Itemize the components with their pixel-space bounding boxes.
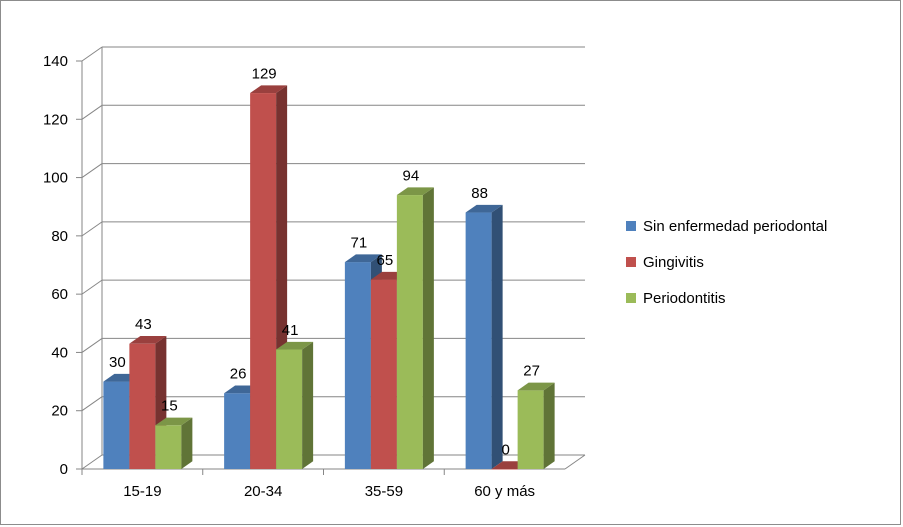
bar-front	[224, 393, 251, 469]
bar-front	[344, 262, 371, 469]
y-tick-label: 20	[51, 403, 68, 420]
data-label: 65	[377, 252, 394, 269]
legend-swatch	[626, 257, 636, 267]
bar-top	[250, 85, 288, 94]
bar-front	[396, 195, 423, 470]
bar	[155, 417, 193, 469]
bar-front	[103, 381, 130, 469]
gridline-depth	[81, 338, 103, 353]
floor-edge	[564, 454, 586, 470]
x-tick-label: 15-19	[123, 483, 161, 500]
data-label: 43	[135, 316, 152, 333]
bar-top	[396, 187, 434, 196]
bar-top	[129, 335, 167, 344]
bar-side	[302, 341, 314, 469]
x-tick-label: 60 y más	[474, 483, 535, 500]
gridline-depth	[81, 221, 103, 237]
legend-label: Sin enfermedad periodontal	[643, 218, 827, 235]
bar-front	[129, 343, 156, 469]
bar-top	[344, 254, 382, 263]
bar-side	[422, 187, 434, 469]
bar-top	[465, 204, 503, 213]
bar	[276, 341, 314, 469]
bar-top	[155, 417, 193, 426]
gridline-depth	[81, 163, 103, 178]
data-label: 94	[403, 167, 420, 184]
gridline-depth	[81, 279, 103, 295]
data-label: 71	[351, 234, 368, 251]
bar-front	[155, 425, 182, 469]
data-label: 26	[230, 366, 247, 383]
gridline-depth	[81, 396, 103, 412]
bar	[396, 187, 434, 470]
bar-side	[543, 382, 555, 469]
y-tick-label: 100	[43, 170, 68, 187]
bar-side	[491, 204, 503, 470]
bar	[465, 204, 503, 470]
data-label: 30	[109, 354, 126, 371]
bar-top	[276, 341, 314, 350]
x-tick-label: 35-59	[365, 483, 403, 500]
legend-label: Periodontitis	[643, 290, 726, 307]
y-tick-label: 40	[51, 344, 68, 361]
bar-front	[491, 469, 518, 470]
data-label: 41	[282, 322, 299, 339]
y-tick-label: 120	[43, 111, 68, 128]
data-label: 27	[523, 363, 540, 380]
bar	[250, 85, 288, 470]
bar-front	[370, 279, 397, 469]
legend: Sin enfermedad periodontal Gingivitis Peri…	[626, 218, 827, 307]
legend-label: Gingivitis	[643, 254, 704, 271]
bar-front	[250, 93, 277, 470]
y-tick-label: 0	[60, 461, 68, 478]
bar-front	[517, 390, 544, 469]
bar-front	[465, 212, 492, 470]
y-tick-label: 140	[43, 53, 68, 70]
y-tick-label: 80	[51, 228, 68, 245]
legend-swatch	[626, 293, 636, 303]
axes: 0 20 40 60 80 100 120 140 15-19 20-34 35-59 60 y má…	[43, 47, 586, 500]
data-label: 129	[252, 65, 277, 82]
bar-top	[517, 382, 555, 391]
gridline-depth	[81, 46, 103, 62]
legend-swatch	[626, 221, 636, 231]
bar-side	[181, 417, 193, 469]
y-tick-label: 60	[51, 286, 68, 303]
gridline-depth	[81, 454, 103, 470]
bar	[517, 382, 555, 469]
data-labels: 30 43 15 26 129 41 71 65 94 88 0 27	[109, 65, 540, 458]
x-tick-label: 20-34	[244, 483, 282, 500]
data-label: 15	[161, 398, 178, 415]
data-label: 0	[501, 441, 509, 458]
bar-front	[276, 349, 303, 469]
gridline-depth	[81, 104, 103, 120]
data-label: 88	[471, 185, 488, 202]
bars	[103, 85, 555, 470]
